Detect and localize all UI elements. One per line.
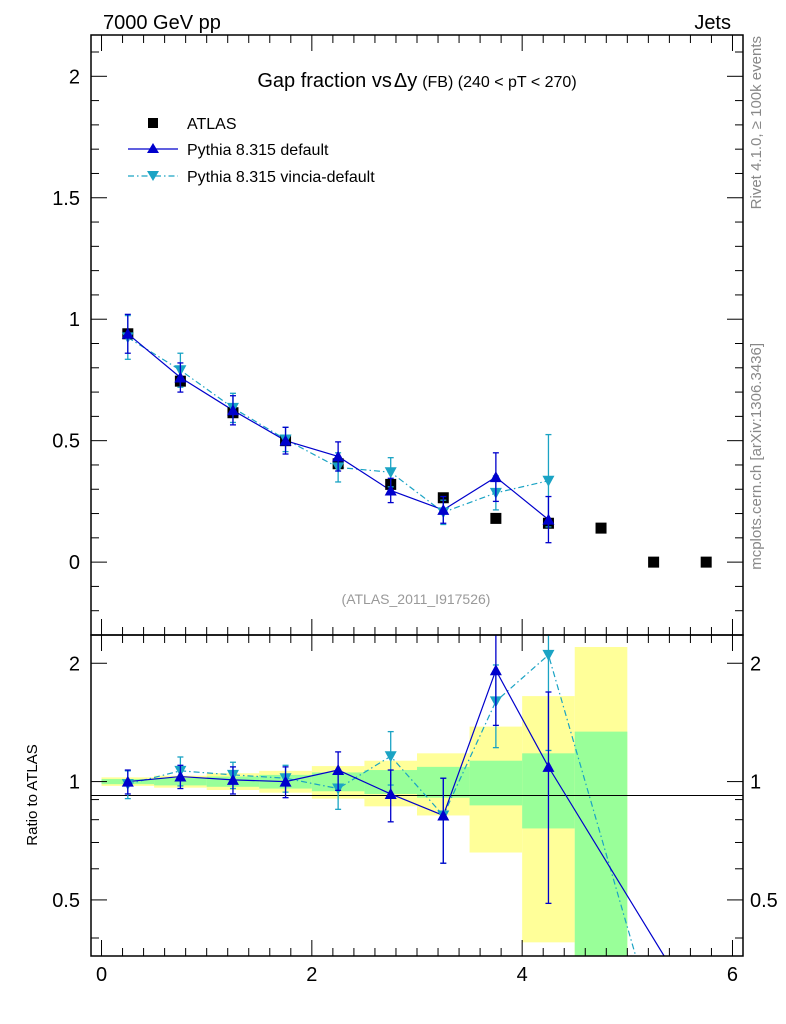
mcplots-reference-label: mcplots.cern.ch [arXiv:1306.3436] <box>748 343 765 570</box>
default-data-point <box>384 484 397 496</box>
legend-label-pythia-vincia: Pythia 8.315 vincia-default <box>187 169 375 186</box>
atlas-data-point <box>490 512 502 524</box>
ratio-y-tick-label-right: 2 <box>750 653 761 675</box>
x-tick-label: 4 <box>517 964 528 986</box>
title-suffix: (FB) (240 < pT < 270) <box>422 74 576 91</box>
y-tick-label: 2 <box>69 66 80 88</box>
ratio-axis-label: Ratio to ATLAS <box>24 744 41 845</box>
legend: ATLAS Pythia 8.315 default Pythia 8.315 … <box>128 116 375 186</box>
default-ratio-point <box>174 770 187 782</box>
legend-marker-pythia-default <box>147 143 159 153</box>
default-data-point <box>174 371 187 383</box>
vincia-series-line <box>127 336 549 514</box>
x-tick-label: 6 <box>727 964 738 986</box>
default-ratio-point <box>489 664 502 676</box>
default-ratio-point <box>437 809 450 821</box>
header-energy-label: 7000 GeV pp <box>103 12 221 34</box>
main-panel: 0 0.5 1 1.5 2 Gap fraction vs Δy (FB) (240 < p… <box>52 34 744 636</box>
ratio-y-tick-label-left: 1 <box>69 772 80 794</box>
ratio-y-tick-label-right: 0.5 <box>750 890 778 912</box>
vincia-ratio-point <box>384 751 397 763</box>
default-data-point <box>542 513 555 525</box>
x-tick-label: 2 <box>306 964 317 986</box>
ratio-y-tick-label-left: 0.5 <box>52 890 80 912</box>
vincia-data-point <box>384 467 397 479</box>
default-ratio-point <box>542 760 555 772</box>
default-data-point <box>489 471 502 483</box>
atlas-data-point <box>648 556 660 568</box>
green-uncertainty-band <box>574 731 628 956</box>
y-tick-label: 0.5 <box>52 431 80 453</box>
x-axis-tick-labels: 0 2 4 6 <box>96 964 738 986</box>
default-series-line <box>127 333 549 521</box>
y-tick-label: 1.5 <box>52 188 80 210</box>
ratio-panel: 0.5 0.5 1 1 2 2 Ratio to ATLAS <box>24 634 778 957</box>
default-data-point <box>226 404 239 416</box>
vincia-ratio-point <box>542 649 555 661</box>
default-ratio-point <box>226 773 239 785</box>
ratio-y-tick-label-left: 2 <box>69 653 80 675</box>
legend-marker-pythia-vincia <box>147 171 159 181</box>
title-symbol: Δy <box>394 70 417 92</box>
title-text: Gap fraction vs <box>257 70 392 92</box>
atlas-data-point <box>595 522 607 534</box>
legend-label-pythia-default: Pythia 8.315 default <box>187 142 329 159</box>
default-ratio-point <box>384 787 397 799</box>
default-ratio-line <box>127 668 665 956</box>
y-tick-label: 0 <box>69 552 80 574</box>
default-ratio-point <box>121 775 134 787</box>
legend-label-atlas: ATLAS <box>187 116 237 133</box>
default-data-point <box>332 450 345 462</box>
green-uncertainty-band <box>469 760 523 806</box>
main-axis-ticks: 0 0.5 1 1.5 2 <box>52 35 743 635</box>
default-data-point <box>437 503 450 515</box>
default-data-point <box>121 327 134 339</box>
ratio-data-marks <box>121 635 665 956</box>
rivet-version-label: Rivet 4.1.0, ≥ 100k events <box>748 36 765 209</box>
ratio-axis-ticks: 0.5 0.5 1 1 2 2 <box>52 635 778 956</box>
x-tick-label: 0 <box>96 964 107 986</box>
header-jets-label: Jets <box>694 12 731 34</box>
atlas-data-point <box>700 556 712 568</box>
vincia-data-point <box>542 475 555 487</box>
ratio-y-tick-label-right: 1 <box>750 772 761 794</box>
y-tick-label: 1 <box>69 309 80 331</box>
main-title: Gap fraction vs Δy (FB) (240 < pT < 270) <box>257 70 576 92</box>
main-data-marks <box>121 313 712 568</box>
vincia-ratio-line <box>127 653 637 956</box>
default-data-point <box>279 434 292 446</box>
default-ratio-point <box>332 764 345 776</box>
analysis-watermark: (ATLAS_2011_I917526) <box>342 591 491 607</box>
default-ratio-point <box>279 775 292 787</box>
legend-marker-atlas <box>148 118 158 128</box>
